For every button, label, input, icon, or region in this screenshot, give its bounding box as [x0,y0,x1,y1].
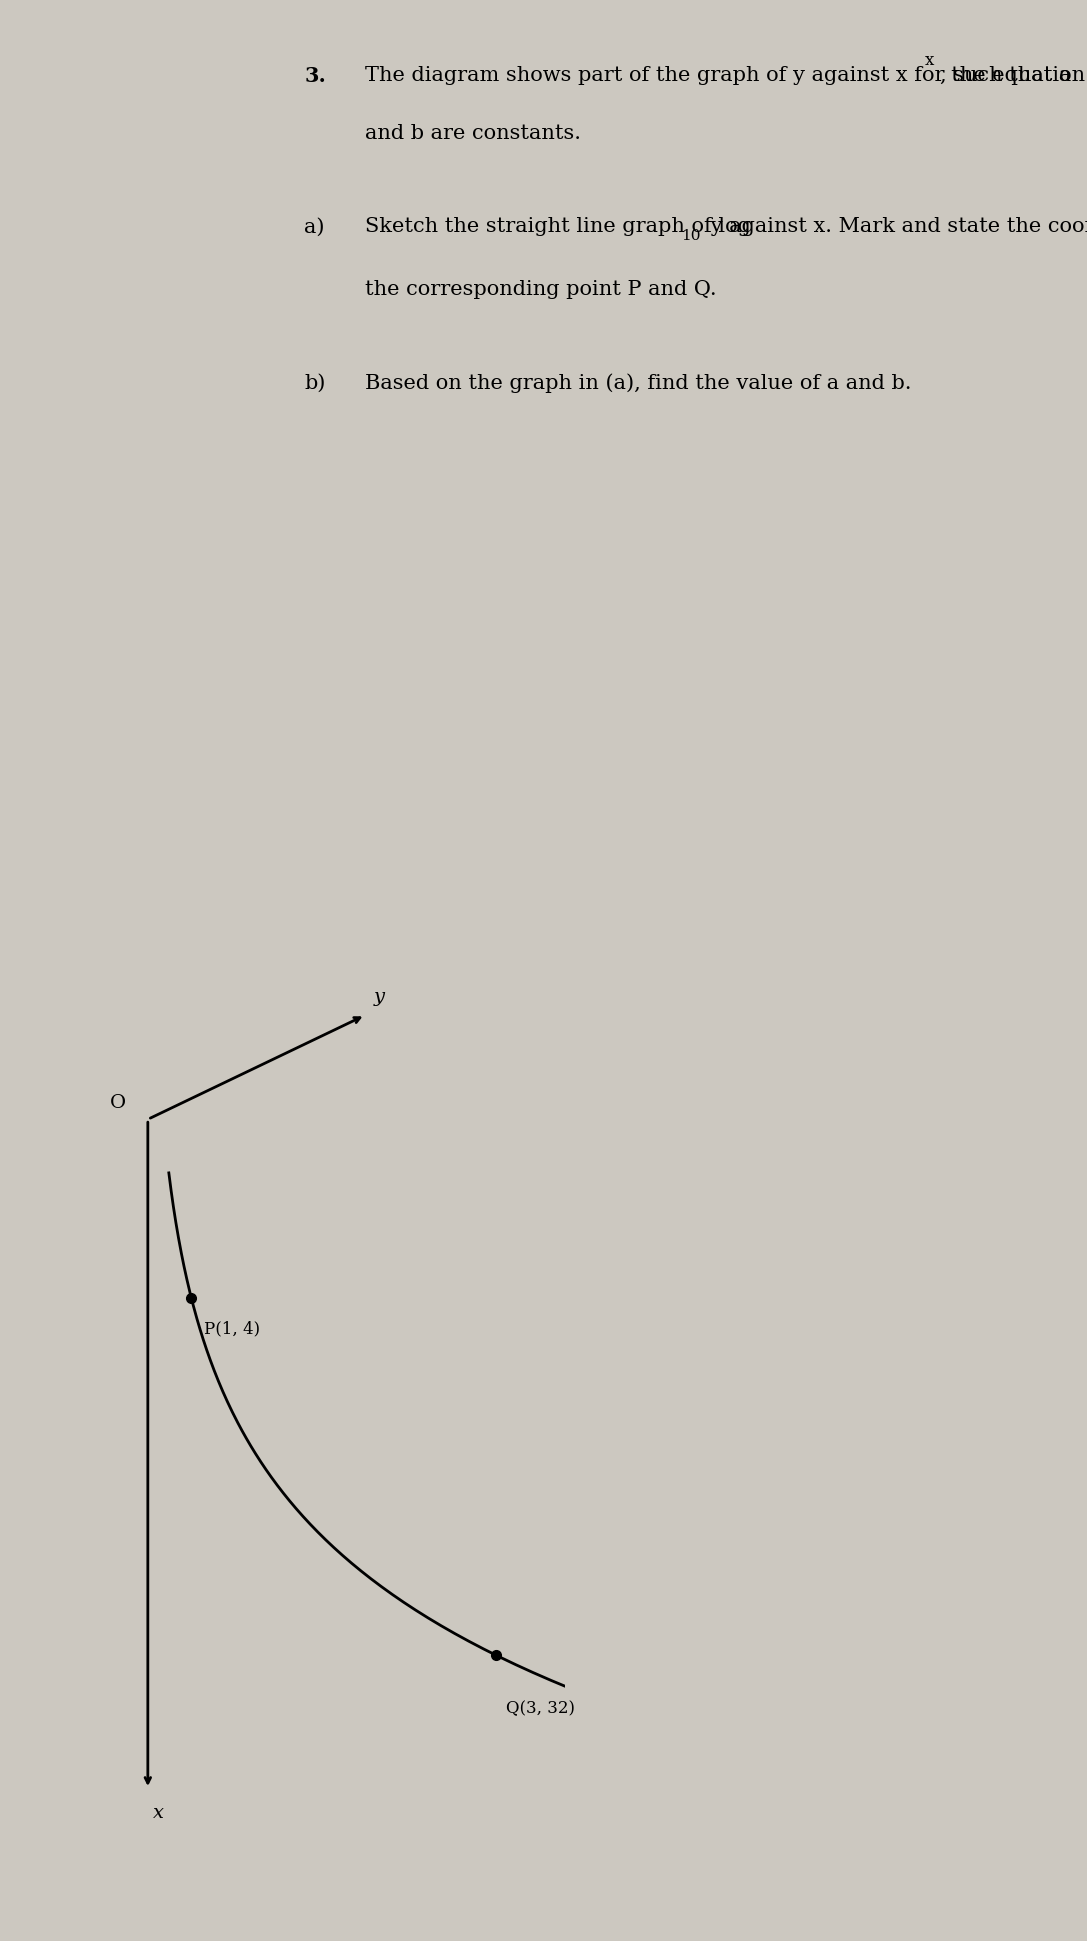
Text: P(1, 4): P(1, 4) [204,1320,261,1337]
Text: b): b) [304,373,326,392]
Text: The diagram shows part of the graph of y against x for the equation y = ab: The diagram shows part of the graph of y… [365,66,1087,85]
Text: 3.: 3. [304,66,326,85]
Text: , such that a: , such that a [939,66,1071,85]
Text: a): a) [304,217,325,237]
Text: O: O [110,1095,126,1112]
Text: Based on the graph in (a), find the value of a and b.: Based on the graph in (a), find the valu… [365,373,912,394]
Text: Sketch the straight line graph of log: Sketch the straight line graph of log [365,217,751,237]
Text: x: x [924,52,934,70]
Text: 10: 10 [680,229,700,243]
Text: Q(3, 32): Q(3, 32) [507,1700,575,1716]
Text: y against x. Mark and state the coordinates of: y against x. Mark and state the coordina… [704,217,1087,237]
Text: and b are constants.: and b are constants. [365,124,582,142]
Text: x: x [153,1803,164,1823]
Text: y: y [374,988,385,1005]
Text: the corresponding point P and Q.: the corresponding point P and Q. [365,280,716,299]
